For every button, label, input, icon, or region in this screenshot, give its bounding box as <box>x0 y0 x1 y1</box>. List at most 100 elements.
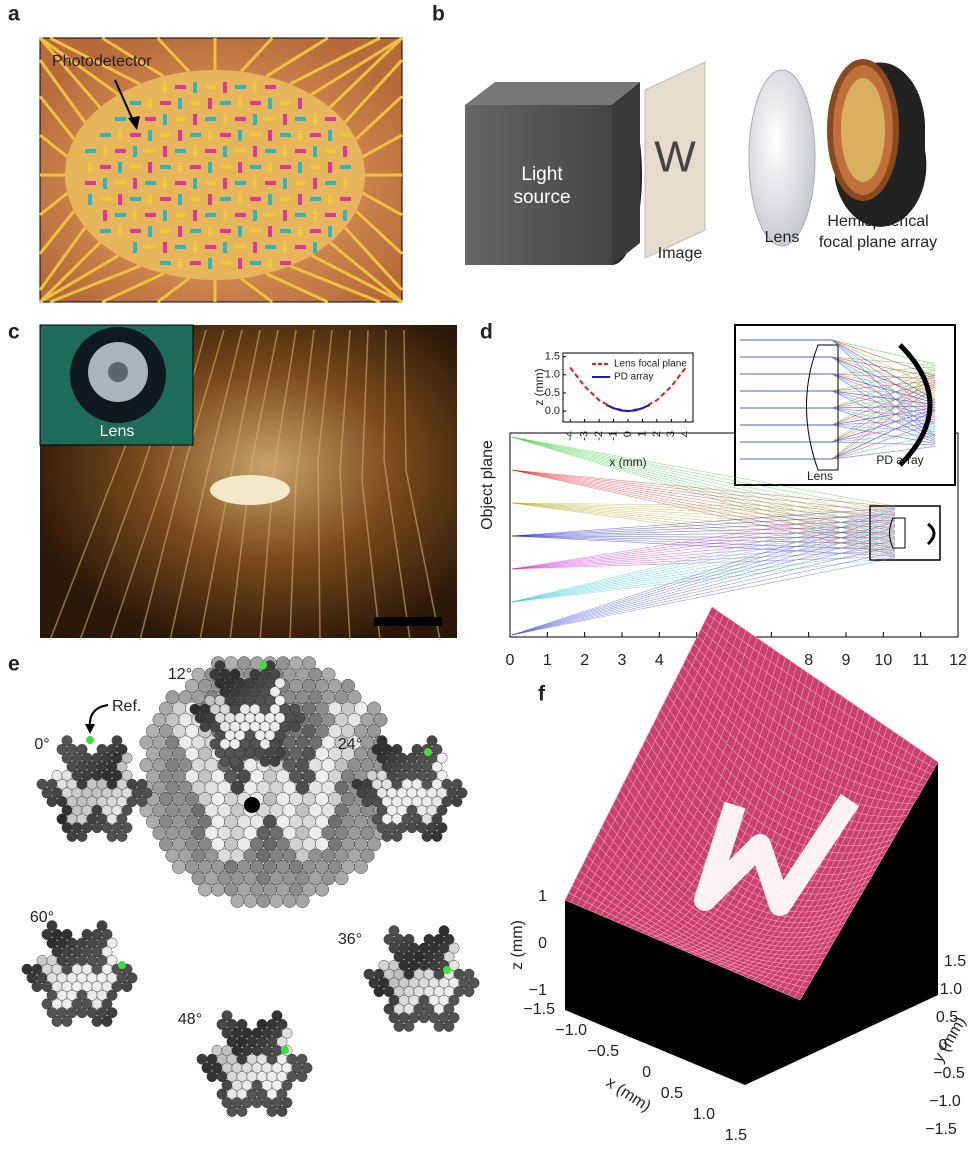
pixel <box>297 1071 307 1081</box>
pixel <box>253 146 257 157</box>
label: Ref. <box>112 698 141 715</box>
pixel <box>193 82 197 93</box>
pixel <box>280 197 291 201</box>
pixel <box>118 162 122 173</box>
pixel <box>260 756 270 766</box>
pixel <box>343 210 347 221</box>
pixel <box>163 114 167 125</box>
pixel <box>160 165 171 169</box>
pixel <box>220 101 231 105</box>
pixel <box>178 162 182 173</box>
pixel <box>160 133 171 137</box>
label: Image <box>658 245 703 262</box>
pixel <box>283 210 287 221</box>
pixel <box>253 114 257 125</box>
pixel <box>100 197 111 201</box>
y-tick-label: 1.5 <box>944 953 966 970</box>
pixel <box>223 82 227 93</box>
ref-arrow-head <box>85 724 95 734</box>
pixel <box>103 178 107 189</box>
y-axis-label: Object plane <box>479 440 496 530</box>
pixel <box>265 85 276 89</box>
pixel <box>163 82 167 93</box>
pixel <box>47 796 57 806</box>
ray <box>512 533 895 602</box>
pixel <box>290 721 300 731</box>
pixel <box>298 226 302 237</box>
pixel <box>200 721 210 731</box>
pixel <box>280 165 291 169</box>
x-tick-label: 9 <box>842 652 851 669</box>
pixel <box>298 130 302 141</box>
pixel <box>298 194 302 205</box>
x-tick-label: -3 <box>579 431 591 441</box>
pixel <box>313 146 317 157</box>
pixel <box>268 258 272 269</box>
pixel <box>340 133 351 137</box>
x-tick-label: −1.0 <box>555 1022 587 1039</box>
image-letter: W <box>654 133 696 182</box>
ray <box>512 557 895 602</box>
pixel <box>223 178 227 189</box>
pixel <box>115 181 126 185</box>
pixel <box>175 213 186 217</box>
pixel <box>178 226 182 237</box>
pixel <box>178 130 182 141</box>
pixel <box>280 229 291 233</box>
pixel <box>328 130 332 141</box>
pixel <box>160 229 171 233</box>
pixel <box>283 114 287 125</box>
pixel <box>208 162 212 173</box>
pixel <box>205 149 216 153</box>
pixel <box>77 1008 87 1018</box>
pixel <box>238 162 242 173</box>
legend-label: Lens focal plane <box>614 359 687 370</box>
label: Lens <box>100 423 135 440</box>
ray <box>512 534 895 635</box>
pixel <box>452 796 462 806</box>
pixel <box>444 1021 454 1031</box>
pixel <box>253 178 257 189</box>
panel-f: 10−1−1.5−1.0−0.500.51.01.51.51.00.50−0.5… <box>509 607 969 1144</box>
pixel <box>198 883 212 897</box>
pixel <box>245 748 255 758</box>
pixel <box>419 1013 429 1023</box>
pixel <box>193 242 197 253</box>
pixel <box>250 133 261 137</box>
label: source <box>513 187 570 208</box>
pixel <box>88 194 92 205</box>
pixel <box>163 242 167 253</box>
pixel <box>178 194 182 205</box>
x-tick-label: 10 <box>874 652 892 669</box>
pixel <box>250 229 261 233</box>
angle-label: 12° <box>168 666 192 683</box>
lens <box>749 70 815 246</box>
pixel <box>208 98 212 109</box>
label: PD array <box>876 453 923 467</box>
pixel <box>382 831 392 841</box>
pixel <box>102 1016 112 1026</box>
pixel <box>88 162 92 173</box>
pixel <box>238 98 242 109</box>
pixel <box>223 114 227 125</box>
x-tick-label: 1.0 <box>693 1106 715 1123</box>
pixel <box>223 242 227 253</box>
angle-label: 36° <box>338 931 362 948</box>
pixel <box>422 831 432 841</box>
lens-core <box>108 362 128 382</box>
x-tick-label: 3 <box>665 431 677 437</box>
y-tick-label: −1.0 <box>929 1093 961 1110</box>
pixel <box>283 178 287 189</box>
pixel <box>315 883 329 897</box>
x-tick-label: 2 <box>580 652 589 669</box>
y-tick-label: 1.0 <box>545 369 560 381</box>
pixel <box>265 245 276 249</box>
pixel <box>205 181 216 185</box>
x-tick-label: 1.5 <box>725 1127 747 1144</box>
pixel <box>175 117 186 121</box>
pixel <box>85 149 96 153</box>
pixel <box>268 98 272 109</box>
x-tick-label: -2 <box>593 431 605 441</box>
pixel <box>178 98 182 109</box>
pixel <box>268 226 272 237</box>
